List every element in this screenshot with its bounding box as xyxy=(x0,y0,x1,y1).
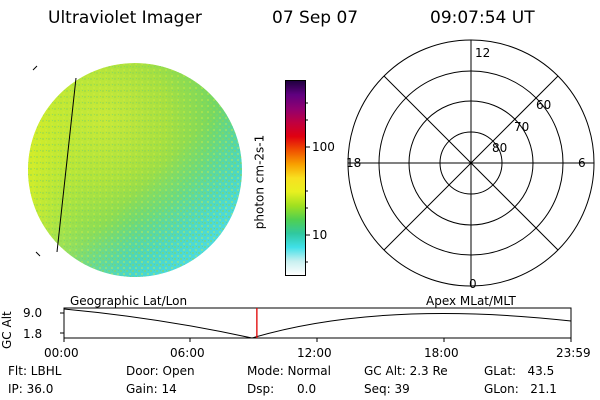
info-door: Door: Open xyxy=(126,364,195,378)
xtick-3: 18:00 xyxy=(424,346,459,360)
tick-mark xyxy=(35,251,41,257)
polar-diagonal xyxy=(383,75,559,251)
lat-label-60: 60 xyxy=(536,98,552,112)
info-glat: GLat: 43.5 xyxy=(484,364,555,378)
altitude-curve xyxy=(63,308,572,339)
lat-label-70: 70 xyxy=(514,120,530,134)
xtick-0: 00:00 xyxy=(44,346,79,360)
info-ip: IP: 36.0 xyxy=(8,382,54,396)
info-dsp: Dsp: 0.0 xyxy=(247,382,317,396)
colorbar-tick-10: 10 xyxy=(312,228,328,242)
timeline-xticks xyxy=(63,338,572,342)
lat-label-80: 80 xyxy=(492,141,508,155)
mlt-label-12: 12 xyxy=(475,46,491,60)
tick-mark xyxy=(32,65,38,71)
timeline-ytick-top: 9.0 xyxy=(23,306,43,320)
info-glon: GLon: 21.1 xyxy=(484,382,557,396)
time-label: 09:07:54 UT xyxy=(430,8,535,28)
info-mode: Mode: Normal xyxy=(247,364,331,378)
colorbar-tick-100: 100 xyxy=(312,140,335,154)
mlt-label-18: 18 xyxy=(346,156,362,170)
info-gain: Gain: 14 xyxy=(126,382,177,396)
terminator-line xyxy=(56,77,77,253)
xtick-1: 06:00 xyxy=(170,346,205,360)
info-seq: Seq: 39 xyxy=(364,382,410,396)
info-flt: Flt: LBHL xyxy=(8,364,62,378)
app-title: Ultraviolet Imager xyxy=(48,8,202,28)
colorbar xyxy=(285,80,306,276)
mlt-label-0: 0 xyxy=(469,277,477,291)
mlt-label-6: 6 xyxy=(578,156,586,170)
date-label: 07 Sep 07 xyxy=(272,8,359,28)
timeline-right-label: Apex MLat/MLT xyxy=(426,294,516,308)
timeline-ytick-bottom: 1.8 xyxy=(23,327,43,341)
earth-disk xyxy=(28,63,242,277)
info-gc-alt: GC Alt: 2.3 Re xyxy=(364,364,448,378)
xtick-4: 23:59 xyxy=(556,346,591,360)
xtick-2: 12:00 xyxy=(297,346,332,360)
timeline-left-label: Geographic Lat/Lon xyxy=(70,294,188,308)
